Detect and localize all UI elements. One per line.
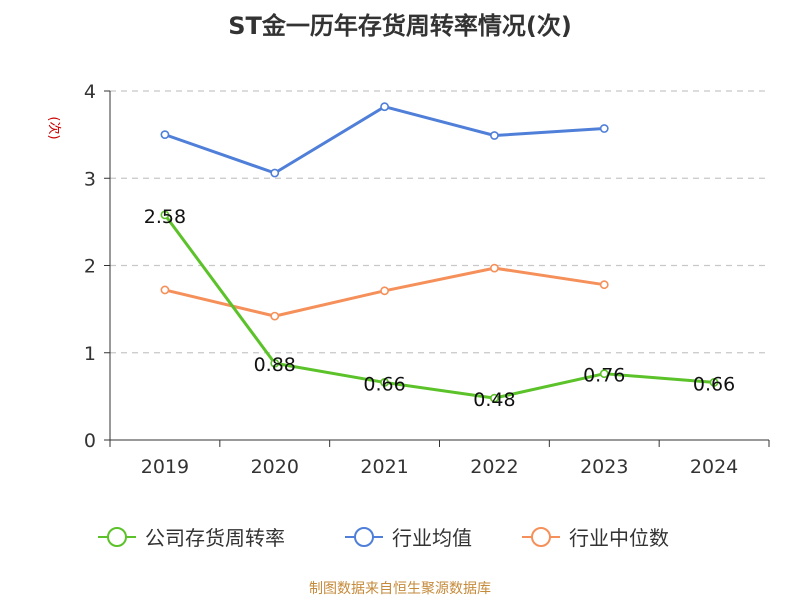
y-tick-label-3: 3 [84,168,96,190]
gridlines [110,90,769,354]
data-label-3: 0.48 [473,389,515,411]
data-label-1: 0.88 [254,354,296,376]
series-point-2-2 [380,286,389,296]
x-tick-label-2019: 2019 [141,456,189,478]
series-point-0-5 [709,378,719,387]
series-point-1-4 [599,124,609,133]
legend-marker-1 [354,527,374,547]
legend: 公司存货周转率 行业均值 行业中位数 [98,526,669,550]
series-point-1-2 [380,102,389,112]
series-point-0-2 [380,378,389,387]
legend-label-0: 公司存货周转率 [145,526,285,550]
series-point-2-1 [270,311,280,321]
series-point-0-4 [599,369,609,379]
y-tick-label-2: 2 [84,256,96,278]
y-axis-label: (次) [46,116,62,139]
axes: 0 1 2 3 4 2019 2020 2021 2022 2023 2024 (次) [46,81,770,478]
legend-marker-0 [107,527,127,547]
series-point-0-3 [490,393,499,403]
data-labels: 2.58 0.88 0.66 0.48 0.76 0.66 [144,206,735,411]
legend-marker-2 [531,527,551,547]
data-label-5: 0.66 [693,373,735,395]
y-tick-label-0: 0 [84,430,96,452]
legend-label-1: 行业均值 [392,526,472,550]
series-point-1-1 [270,168,280,178]
data-label-4: 0.76 [583,365,625,387]
series-point-2-4 [599,280,609,290]
chart-title: ST金一历年存货周转率情况(次) [228,12,572,40]
x-tick-label-2023: 2023 [580,456,628,478]
series-point-2-3 [490,263,499,273]
data-label-2: 0.66 [363,373,405,395]
x-tick-label-2022: 2022 [470,456,518,478]
source-note: 制图数据来自恒生聚源数据库 [309,581,491,597]
series-group [160,102,719,403]
series-point-2-0 [160,285,170,295]
legend-label-2: 行业中位数 [569,526,669,550]
x-tick-label-2021: 2021 [360,456,408,478]
series-point-1-0 [160,130,170,140]
series-point-0-0 [160,210,170,220]
series-line-1 [164,105,605,175]
series-line-0 [163,214,715,400]
y-tick-label-4: 4 [84,81,96,103]
x-tick-label-2020: 2020 [251,456,299,478]
x-tick-label-2024: 2024 [690,456,738,478]
y-tick-label-1: 1 [84,343,96,365]
series-point-1-3 [490,131,499,140]
data-label-0: 2.58 [144,206,186,228]
series-point-0-1 [270,358,280,368]
